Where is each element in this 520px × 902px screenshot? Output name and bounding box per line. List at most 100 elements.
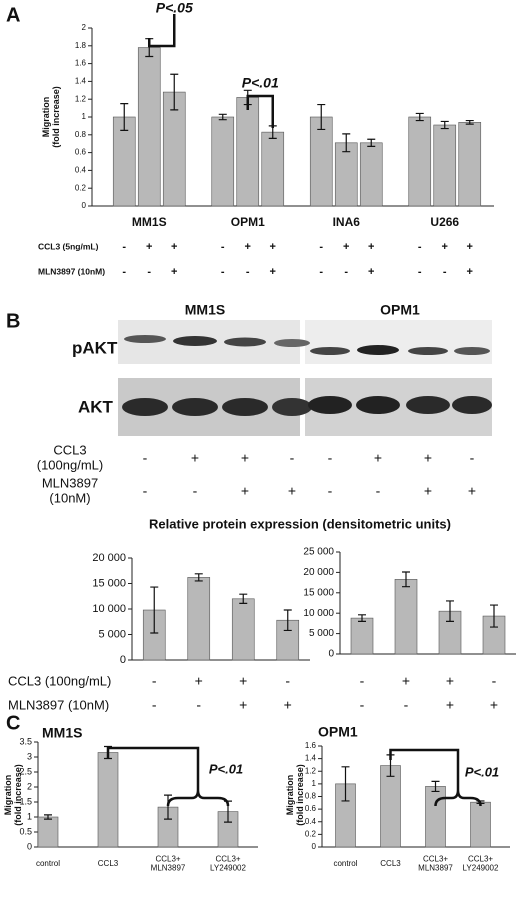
- blot-row-label: pAKT: [72, 338, 118, 357]
- condition-sign: +: [368, 241, 374, 253]
- condition-sign: -: [319, 241, 323, 253]
- condition-sign: +: [446, 673, 454, 689]
- condition-sign: -: [246, 266, 250, 278]
- condition-sign: -: [328, 450, 333, 466]
- y-tick-label: 0.6: [305, 804, 317, 813]
- error-bar: [367, 138, 376, 147]
- condition-sign: +: [424, 483, 432, 499]
- y-axis-label: Migration(fold increase): [285, 764, 305, 826]
- y-tick-label: 2: [82, 23, 87, 32]
- condition-sign: +: [467, 241, 473, 253]
- condition-sign: +: [146, 241, 152, 253]
- y-tick-label: 1.6: [305, 741, 317, 750]
- y-tick-label: 3: [27, 751, 32, 761]
- x-tick-label: U266: [430, 215, 459, 229]
- error-bar: [342, 133, 351, 153]
- y-tick-label: 1.5: [19, 796, 32, 806]
- condition-sign: +: [343, 241, 349, 253]
- condition-sign: +: [171, 266, 177, 278]
- bar: [309, 116, 333, 207]
- western-blot: [118, 320, 492, 436]
- panel-label: A: [6, 4, 20, 26]
- x-tick-label: CCL3+ LY249002: [463, 855, 499, 873]
- bar: [470, 801, 491, 848]
- bar: [236, 97, 260, 207]
- condition-sign: -: [470, 450, 475, 466]
- y-tick-label: 0: [27, 841, 32, 851]
- condition-sign: +: [424, 450, 432, 466]
- condition-sign: -: [492, 673, 497, 689]
- significance-bracket: [246, 94, 274, 128]
- blot-cell-line: OPM1: [380, 302, 420, 318]
- error-bar: [358, 614, 366, 622]
- condition-sign: +: [467, 266, 473, 278]
- condition-sign: +: [442, 241, 448, 253]
- chart-title: MM1S: [42, 725, 82, 741]
- condition-sign: +: [368, 266, 374, 278]
- blot-row-label: AKT: [78, 397, 114, 416]
- y-tick-label: 5 000: [98, 628, 126, 640]
- condition-sign: +: [270, 241, 276, 253]
- y-tick-label: 0: [82, 201, 87, 210]
- condition-sign: +: [284, 697, 292, 713]
- annotation: P<.01: [209, 761, 243, 776]
- condition-sign: +: [171, 241, 177, 253]
- y-tick-label: 1.4: [305, 754, 317, 763]
- y-tick-label: 0: [120, 654, 126, 666]
- y-tick-label: 0.4: [305, 817, 317, 826]
- densitometry-title: Relative protein expression (densitometr…: [149, 516, 451, 531]
- condition-sign: -: [285, 673, 290, 689]
- error-bar: [317, 103, 326, 131]
- bar: [231, 598, 255, 661]
- condition-sign: -: [418, 241, 422, 253]
- y-tick-label: 0.2: [305, 829, 317, 838]
- y-tick-label: 0.5: [19, 826, 32, 836]
- y-tick-label: 15 000: [303, 587, 334, 598]
- x-tick-label: INA6: [333, 215, 361, 229]
- y-tick-label: 0.6: [75, 148, 87, 157]
- error-bar: [150, 586, 159, 634]
- y-tick-label: 20 000: [92, 552, 126, 564]
- error-bar: [120, 103, 129, 131]
- error-bar: [164, 794, 172, 820]
- x-tick-label: OPM1: [231, 215, 265, 229]
- y-tick-label: 0.2: [75, 183, 87, 192]
- bar: [37, 816, 59, 848]
- bar: [425, 786, 446, 848]
- condition-label: MLN3897 (10nM): [38, 266, 105, 276]
- error-bar: [440, 120, 449, 130]
- condition-label: MLN3897 (10nM): [42, 476, 98, 506]
- annotation: P<.01: [465, 764, 499, 779]
- y-axis-label: Migration(fold increase): [3, 764, 23, 826]
- significance-bracket: [389, 748, 482, 807]
- y-axis-label: Migration(fold increase): [41, 86, 61, 148]
- condition-sign: +: [245, 241, 251, 253]
- condition-sign: +: [446, 697, 454, 713]
- error-bar: [44, 814, 52, 820]
- error-bar: [465, 119, 474, 125]
- y-tick-label: 1.2: [75, 94, 87, 103]
- condition-label: CCL3 (5ng/mL): [38, 241, 99, 251]
- y-tick-label: 20 000: [303, 567, 334, 578]
- condition-sign: +: [195, 673, 203, 689]
- bar: [137, 47, 161, 207]
- condition-label: CCL3 (100ng/mL): [8, 673, 111, 688]
- condition-sign: +: [374, 450, 382, 466]
- x-tick-label: control: [36, 859, 60, 868]
- condition-sign: -: [152, 673, 157, 689]
- y-tick-label: 1: [27, 811, 32, 821]
- condition-sign: -: [122, 241, 126, 253]
- error-bar: [431, 780, 440, 793]
- y-tick-label: 0: [328, 649, 334, 660]
- annotation: P<.01: [242, 75, 279, 91]
- y-tick-label: 10 000: [303, 608, 334, 619]
- y-tick-label: 1.4: [75, 77, 87, 86]
- condition-sign: -: [443, 266, 447, 278]
- condition-sign: +: [241, 450, 249, 466]
- significance-bracket: [148, 14, 176, 48]
- condition-sign: -: [360, 673, 365, 689]
- condition-sign: -: [221, 241, 225, 253]
- condition-sign: +: [490, 697, 498, 713]
- condition-sign: -: [147, 266, 151, 278]
